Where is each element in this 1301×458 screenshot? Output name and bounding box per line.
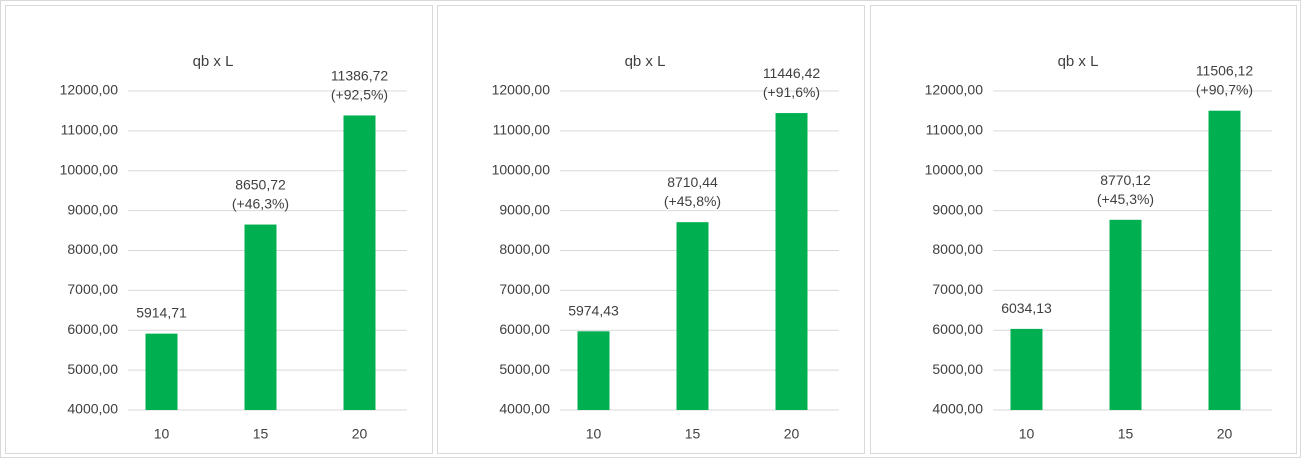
y-tick-label: 9000,00 bbox=[67, 201, 118, 217]
value-label: 5974,43 bbox=[568, 302, 619, 318]
bar bbox=[1208, 110, 1241, 410]
value-label: 11386,72 (+92,5%) bbox=[331, 67, 389, 102]
value-label: 8650,72 (+46,3%) bbox=[232, 176, 289, 211]
chart-title: qb x L bbox=[193, 53, 234, 70]
y-tick-label: 6000,00 bbox=[67, 321, 118, 337]
value-label: 11446,42 (+91,6%) bbox=[763, 65, 821, 100]
y-tick-label: 10000,00 bbox=[925, 161, 984, 177]
y-tick-label: 9000,00 bbox=[499, 201, 550, 217]
y-tick-label: 5000,00 bbox=[499, 361, 550, 377]
chart-title: qb x L bbox=[625, 53, 666, 70]
value-label: 6034,13 bbox=[1001, 300, 1052, 316]
x-tick-label: 15 bbox=[685, 426, 701, 442]
bar bbox=[1109, 219, 1142, 410]
y-tick-label: 4000,00 bbox=[67, 401, 118, 417]
x-tick-label: 15 bbox=[253, 426, 269, 442]
y-tick-label: 7000,00 bbox=[932, 281, 983, 297]
bar bbox=[1010, 328, 1043, 410]
bar bbox=[676, 222, 709, 410]
bar bbox=[577, 331, 610, 410]
x-tick-label: 10 bbox=[586, 426, 602, 442]
x-tick-label: 20 bbox=[784, 426, 800, 442]
value-label: 5914,71 bbox=[136, 304, 187, 320]
bar bbox=[145, 333, 178, 410]
y-tick-label: 12000,00 bbox=[60, 82, 119, 98]
y-tick-label: 12000,00 bbox=[925, 82, 984, 98]
x-tick-label: 20 bbox=[1217, 426, 1233, 442]
x-tick-label: 10 bbox=[1019, 426, 1035, 442]
y-tick-label: 9000,00 bbox=[932, 201, 983, 217]
y-tick-label: 12000,00 bbox=[492, 82, 551, 98]
bar bbox=[343, 115, 376, 411]
y-tick-label: 11000,00 bbox=[926, 122, 984, 138]
y-tick-label: 4000,00 bbox=[932, 401, 983, 417]
x-tick-label: 15 bbox=[1118, 426, 1134, 442]
x-tick-label: 20 bbox=[352, 426, 368, 442]
y-tick-label: 10000,00 bbox=[60, 161, 119, 177]
y-tick-label: 6000,00 bbox=[499, 321, 550, 337]
bar bbox=[775, 113, 808, 410]
y-tick-label: 7000,00 bbox=[499, 281, 550, 297]
y-tick-label: 11000,00 bbox=[493, 122, 551, 138]
y-tick-label: 10000,00 bbox=[492, 161, 551, 177]
y-tick-label: 6000,00 bbox=[932, 321, 983, 337]
y-tick-label: 7000,00 bbox=[67, 281, 118, 297]
y-tick-label: 5000,00 bbox=[932, 361, 983, 377]
y-tick-label: 4000,00 bbox=[499, 401, 550, 417]
y-tick-label: 8000,00 bbox=[67, 241, 118, 257]
bar bbox=[244, 224, 277, 410]
value-label: 8770,12 (+45,3%) bbox=[1097, 171, 1154, 206]
y-tick-label: 8000,00 bbox=[932, 241, 983, 257]
chart-title: qb x L bbox=[1058, 53, 1099, 70]
y-tick-label: 11000,00 bbox=[61, 122, 119, 138]
y-tick-label: 8000,00 bbox=[499, 241, 550, 257]
value-label: 8710,44 (+45,8%) bbox=[664, 174, 721, 209]
x-tick-label: 10 bbox=[154, 426, 170, 442]
value-label: 11506,12 (+90,7%) bbox=[1196, 62, 1254, 97]
y-tick-label: 5000,00 bbox=[67, 361, 118, 377]
